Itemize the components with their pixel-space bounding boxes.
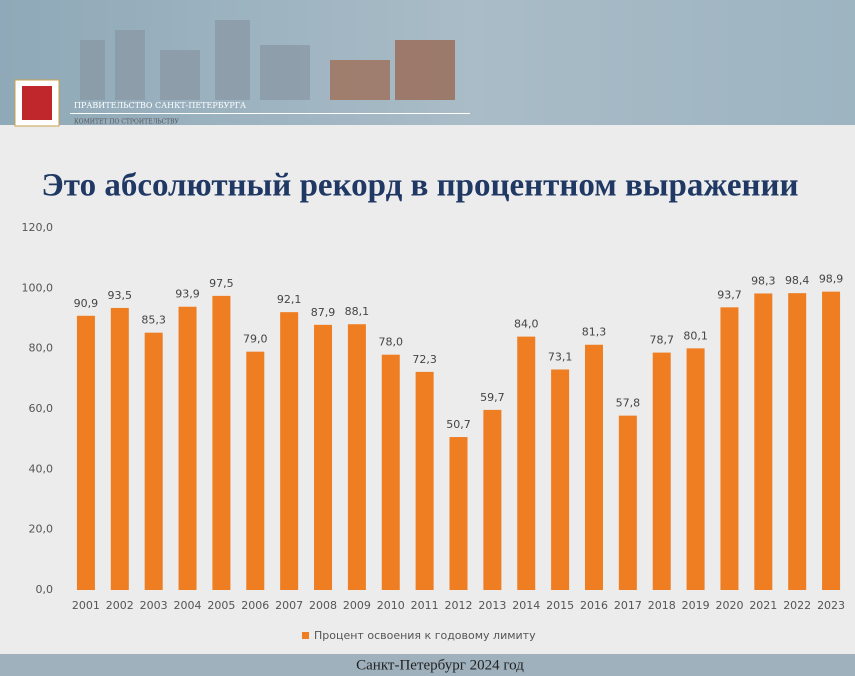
bar (347, 324, 366, 590)
value-label: 84,0 (514, 318, 539, 331)
y-tick-label: 60,0 (29, 402, 54, 415)
bar (584, 344, 603, 590)
x-tick-label: 2014 (512, 599, 540, 612)
x-tick-label: 2007 (275, 599, 303, 612)
value-label: 93,5 (108, 289, 133, 302)
bar (212, 295, 231, 590)
value-label: 98,4 (785, 274, 810, 287)
bar (144, 332, 163, 590)
value-label: 81,3 (582, 326, 607, 339)
emblem-shield (22, 86, 52, 120)
legend-swatch (302, 632, 309, 639)
x-tick-label: 2006 (241, 599, 269, 612)
legend-label: Процент освоения к годовому лимиту (314, 629, 536, 642)
bar (618, 415, 637, 590)
bar (686, 348, 705, 590)
bar (314, 324, 333, 590)
value-label: 50,7 (446, 418, 471, 431)
value-label: 57,8 (616, 397, 641, 410)
value-label: 87,9 (311, 306, 336, 319)
bar (822, 291, 841, 590)
value-label: 98,3 (751, 274, 776, 287)
x-tick-label: 2008 (309, 599, 337, 612)
skyline (80, 20, 455, 100)
x-tick-label: 2002 (106, 599, 134, 612)
bar (415, 371, 434, 590)
value-label: 80,1 (683, 329, 708, 342)
value-label: 92,1 (277, 293, 302, 306)
header-rule (70, 113, 470, 114)
bar (110, 307, 129, 590)
value-label: 97,5 (209, 277, 234, 290)
x-tick-label: 2022 (783, 599, 811, 612)
x-tick-label: 2017 (614, 599, 642, 612)
x-tick-label: 2020 (715, 599, 743, 612)
y-tick-label: 40,0 (29, 462, 54, 475)
x-tick-label: 2005 (207, 599, 235, 612)
bar (449, 437, 468, 590)
bar (381, 354, 400, 590)
value-label: 78,0 (379, 336, 404, 349)
bar (483, 409, 502, 590)
x-tick-label: 2010 (377, 599, 405, 612)
value-label: 90,9 (74, 297, 99, 310)
footer-band (0, 654, 855, 676)
bar (178, 306, 197, 590)
bar (551, 369, 570, 590)
header-committee: КОМИТЕТ ПО СТРОИТЕЛЬСТВУ (74, 119, 180, 126)
bar (720, 307, 739, 590)
footer: Санкт-Петербург 2024 год (356, 657, 524, 673)
bar (652, 352, 671, 590)
y-tick-label: 80,0 (29, 342, 54, 355)
x-tick-label: 2001 (72, 599, 100, 612)
x-tick-label: 2013 (478, 599, 506, 612)
value-label: 93,9 (175, 288, 200, 301)
x-tick-label: 2021 (749, 599, 777, 612)
x-tick-label: 2009 (343, 599, 371, 612)
bar (788, 293, 807, 590)
value-label: 93,7 (717, 288, 742, 301)
value-label: 79,0 (243, 333, 268, 346)
value-label: 78,7 (649, 334, 674, 347)
x-tick-label: 2012 (445, 599, 473, 612)
x-tick-label: 2011 (411, 599, 439, 612)
value-label: 72,3 (412, 353, 437, 366)
header-org: ПРАВИТЕЛЬСТВО САНКТ-ПЕТЕРБУРГА (74, 101, 246, 110)
value-label: 73,1 (548, 350, 573, 363)
x-tick-label: 2018 (648, 599, 676, 612)
x-tick-label: 2003 (140, 599, 168, 612)
bar (76, 315, 95, 590)
x-tick-label: 2023 (817, 599, 845, 612)
value-label: 85,3 (141, 314, 166, 327)
y-tick-label: 0,0 (36, 583, 54, 596)
x-tick-label: 2016 (580, 599, 608, 612)
chart-title: Это абсолютный рекорд в процентном выраж… (41, 168, 798, 204)
bar (754, 293, 773, 590)
x-tick-label: 2004 (174, 599, 202, 612)
x-tick-label: 2015 (546, 599, 574, 612)
value-label: 59,7 (480, 391, 505, 404)
bar (246, 351, 265, 590)
y-tick-label: 120,0 (22, 221, 54, 234)
bar (517, 336, 536, 590)
y-tick-label: 100,0 (22, 281, 54, 294)
y-tick-label: 20,0 (29, 523, 54, 536)
x-tick-label: 2019 (682, 599, 710, 612)
bar (280, 312, 299, 590)
value-label: 88,1 (345, 305, 370, 318)
value-label: 98,9 (819, 273, 844, 286)
